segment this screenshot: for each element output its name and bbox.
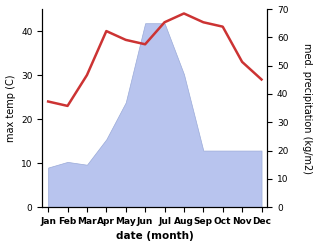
Y-axis label: med. precipitation (kg/m2): med. precipitation (kg/m2) bbox=[302, 43, 313, 174]
Y-axis label: max temp (C): max temp (C) bbox=[5, 74, 16, 142]
X-axis label: date (month): date (month) bbox=[116, 231, 194, 242]
